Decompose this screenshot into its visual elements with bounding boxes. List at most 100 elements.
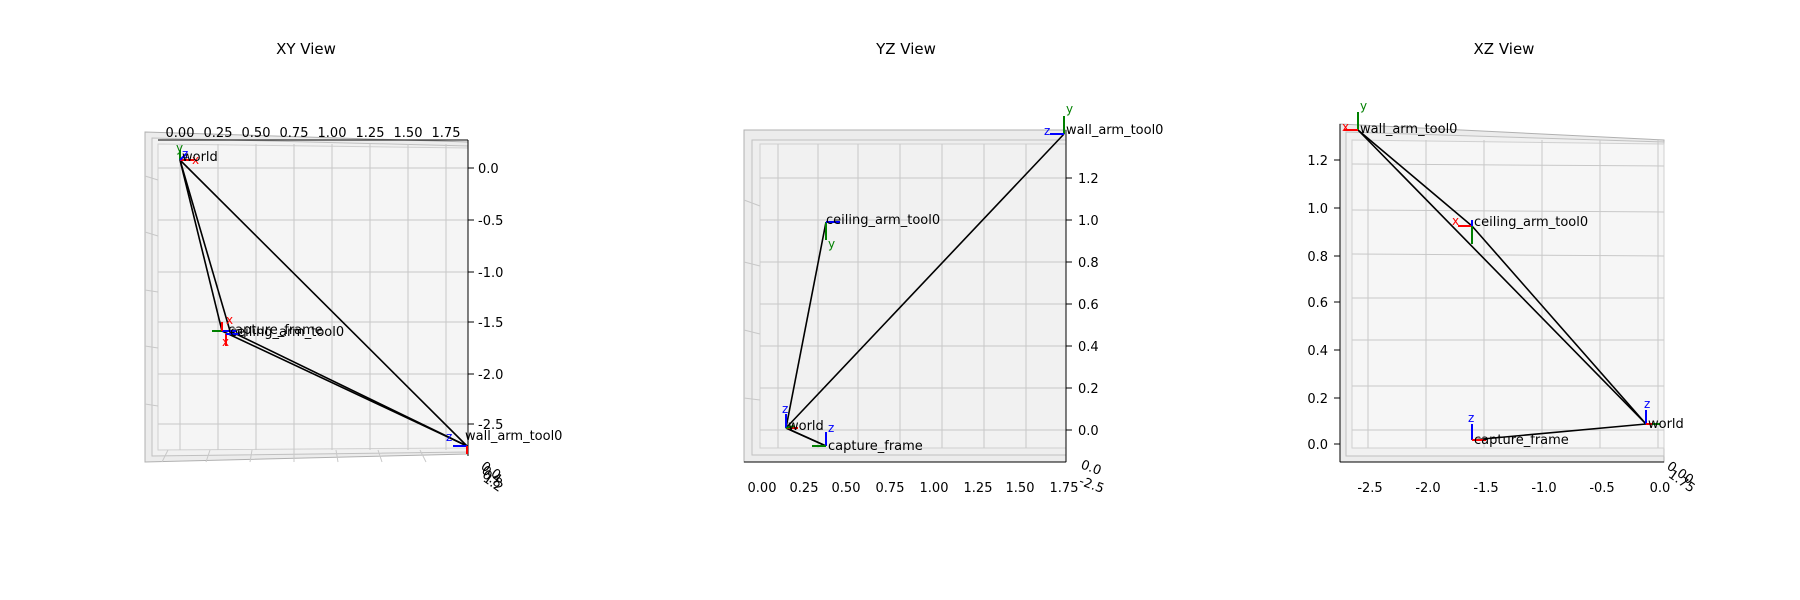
y-tick: 0.2 [1307,392,1328,407]
x-tick: 1.75 [432,126,461,141]
x-tick: 0.25 [204,126,233,141]
svg-text:z: z [1644,397,1650,411]
x-tick: 0.00 [748,481,777,496]
y-tick: 0.6 [1078,298,1099,313]
x-tick: 0.50 [242,126,271,141]
svg-text:z: z [782,402,788,416]
svg-text:-2.5: -2.5 [1077,474,1106,497]
svg-text:x: x [1342,120,1349,134]
grid [743,144,1066,448]
x-tick: 0.50 [832,481,861,496]
y-tick: -0.5 [478,214,503,229]
svg-text:z: z [1044,124,1050,138]
y-tick: 1.0 [1307,202,1328,217]
y-tick: 0.6 [1307,296,1328,311]
frame-ceiling: x ceiling_arm_tool0 [222,325,344,349]
y-tick: 0.0 [478,162,499,177]
y-ticks [1066,177,1072,431]
frame-label: wall_arm_tool0 [1066,123,1163,138]
grid [1351,140,1665,448]
frame-label: capture_frame [228,323,323,338]
svg-text:z: z [828,421,834,435]
panel-yz: YZ View 1.2 1.0 0.8 0.6 0.4 0.2 [743,40,1163,497]
z-tick-labels: 0.0 -2.5 [1077,458,1106,497]
frame-label: world [182,150,218,165]
y-tick: 1.0 [1078,214,1099,229]
x-tick: 1.50 [394,126,423,141]
x-tick: 0.0 [1650,481,1671,496]
frame-label: world [1648,417,1684,432]
y-tick: -2.0 [478,368,503,383]
x-tick: 1.25 [356,126,385,141]
z-tick-labels: 0.0 0.4 0.8 1.2 [478,459,506,496]
y-tick: -1.5 [478,316,503,331]
panel-title: YZ View [875,40,936,58]
frame-label: wall_arm_tool0 [465,429,562,444]
x-tick: 1.00 [920,481,949,496]
y-tick-labels [468,167,474,425]
y-tick: 0.0 [1307,438,1328,453]
frame-world: x y z world [176,141,218,167]
frame-ceiling: x ceiling_arm_tool0 [1452,214,1588,244]
frame-edges [1357,129,1647,441]
y-tick: -2.5 [478,418,503,433]
frame-capture: z capture_frame [812,421,923,454]
x-tick: 1.75 [1050,481,1079,496]
frame-label: world [788,419,824,434]
svg-text:z: z [446,430,452,444]
y-tick: -1.0 [478,266,503,281]
frame-capture: x capture_frame [212,313,323,338]
x-tick: 0.75 [280,126,309,141]
x-tick: -1.0 [1531,481,1556,496]
svg-text:y: y [1066,102,1073,116]
frame-wall: z wall_arm_tool0 [446,429,562,454]
panel-title: XZ View [1474,40,1535,58]
frame-label: wall_arm_tool0 [1360,122,1457,137]
y-tick: 0.2 [1078,382,1099,397]
frame-label: capture_frame [828,439,923,454]
svg-text:y: y [176,141,183,155]
x-tick: 0.25 [790,481,819,496]
panel-title: XY View [276,40,336,58]
frame-label: ceiling_arm_tool0 [826,213,940,228]
frame-world: z world [1644,397,1684,432]
x-tick: -0.5 [1589,481,1614,496]
svg-text:x: x [226,313,233,327]
x-tick: -2.0 [1415,481,1440,496]
frame-capture: z capture_frame [1468,411,1569,448]
x-tick: 1.50 [1006,481,1035,496]
panel-xz: XZ View 1.2 1.0 0.8 0.6 0.4 0.2 0.0 -2.5… [1307,40,1697,496]
frame-wall: y x wall_arm_tool0 [1342,99,1457,137]
x-tick: 0.00 [166,126,195,141]
x-tick: 1.25 [964,481,993,496]
frame-wall: y z wall_arm_tool0 [1044,102,1163,138]
panel-xy: XY View 0.00 0.25 0.50 [144,40,562,496]
y-tick: 0.8 [1307,250,1328,265]
svg-text:x: x [1452,214,1459,228]
frame-edges [785,133,1065,447]
svg-text:y: y [1360,99,1367,113]
y-tick: 0.0 [1078,424,1099,439]
frame-world: z world [782,402,824,434]
svg-text:y: y [828,237,835,251]
y-tick: 0.4 [1307,344,1328,359]
x-tick: -2.5 [1357,481,1382,496]
x-tick-labels: 0.00 0.25 0.50 0.75 1.00 1.25 1.50 1.75 [166,126,461,141]
y-tick: 0.8 [1078,256,1099,271]
x-tick: -1.5 [1473,481,1498,496]
y-tick: 1.2 [1078,172,1099,187]
frame-label: ceiling_arm_tool0 [230,325,344,340]
svg-text:z: z [1468,411,1474,425]
y-tick: 1.2 [1307,154,1328,169]
svg-text:z: z [182,147,188,161]
y-tick: 0.4 [1078,340,1099,355]
y-ticks [1334,159,1340,445]
frame-label: ceiling_arm_tool0 [1474,215,1588,230]
frame-label: capture_frame [1474,433,1569,448]
frame-ceiling: y ceiling_arm_tool0 [825,213,940,251]
svg-text:x: x [222,335,229,349]
svg-text:x: x [192,153,199,167]
x-tick: 0.75 [876,481,905,496]
svg-text:0.0: 0.0 [1079,458,1104,479]
